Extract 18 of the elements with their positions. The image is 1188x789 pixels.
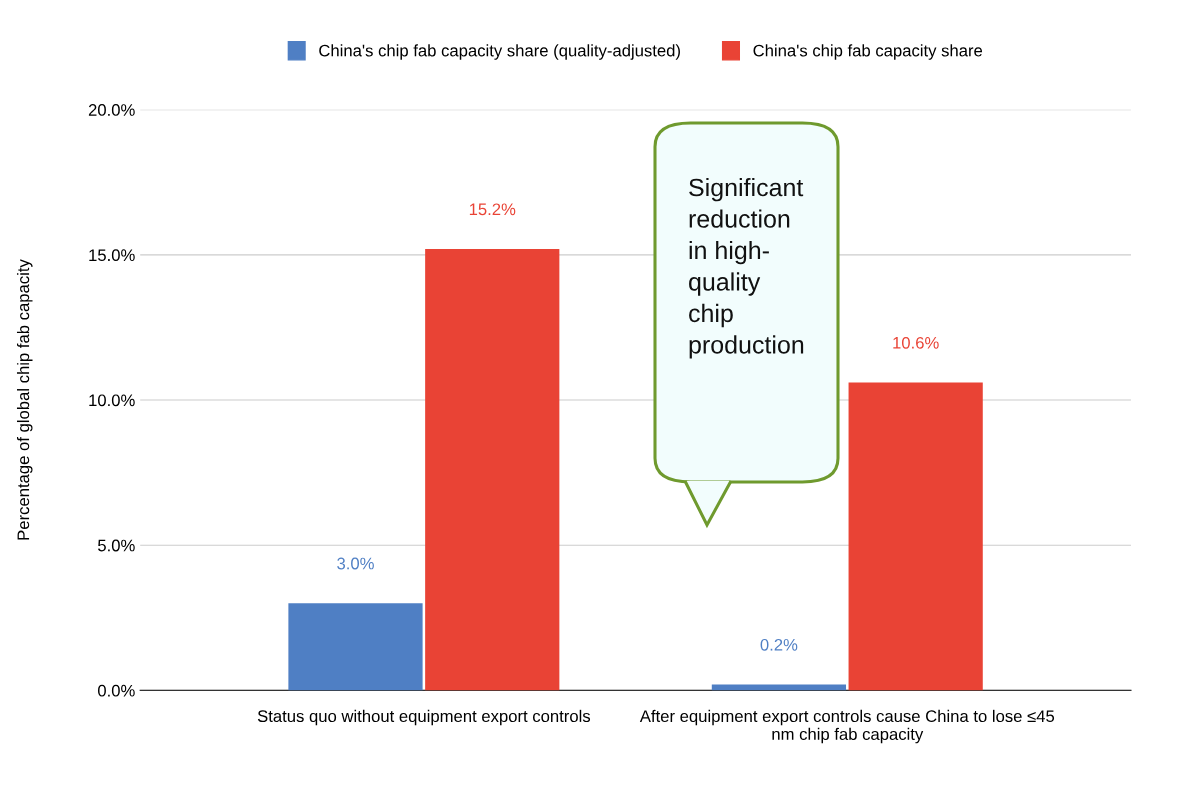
x-tick-label: Status quo without equipment export controls: [257, 709, 591, 726]
data-label: 0.2%: [760, 638, 798, 651]
y-tick-label: 0.0%: [97, 684, 135, 697]
data-label: 15.2%: [469, 203, 516, 216]
annotation: Significant reduction in high- quality chip production: [689, 178, 804, 359]
y-axis-title: Percentage of global chip fab capacity: [16, 259, 33, 540]
legend-label: China's chip fab capacity share: [753, 44, 983, 60]
legend-label: China's chip fab capacity share (quality-adjusted): [319, 44, 680, 60]
bar: [425, 249, 560, 691]
bar: [288, 603, 423, 691]
y-tick-label: 10.0%: [89, 394, 135, 407]
y-tick-label: 15.0%: [89, 249, 135, 262]
bar: [848, 382, 983, 691]
data-label: 10.6%: [893, 336, 939, 349]
x-tick-label: After equipment export controls cause China to lose ≤45 nm chip fab capacity: [639, 709, 1055, 744]
y-tick-label: 5.0%: [98, 539, 135, 552]
data-label: 3.0%: [337, 557, 374, 570]
y-tick-label: 20.0%: [88, 104, 135, 116]
